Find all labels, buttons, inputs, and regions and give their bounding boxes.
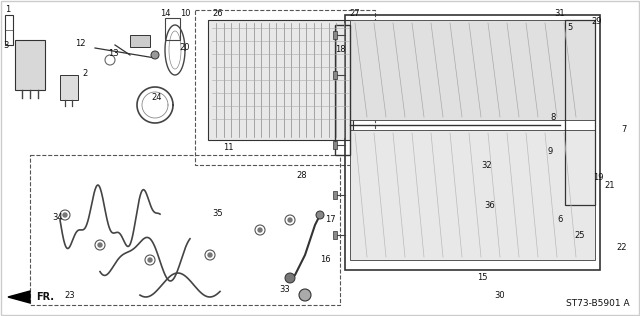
Bar	[333, 71, 337, 79]
Text: 36: 36	[484, 200, 495, 210]
Text: 32: 32	[482, 161, 492, 169]
Text: 28: 28	[297, 171, 307, 179]
Polygon shape	[8, 291, 30, 303]
Text: 15: 15	[477, 274, 487, 283]
Bar	[195, 10, 375, 165]
Circle shape	[316, 211, 324, 219]
Circle shape	[98, 243, 102, 247]
Bar	[345, 15, 600, 270]
Bar	[60, 75, 78, 100]
Text: 1: 1	[5, 5, 11, 15]
Text: 22: 22	[617, 244, 627, 252]
Text: 31: 31	[555, 9, 565, 17]
Text: 14: 14	[160, 9, 170, 19]
Bar	[350, 130, 595, 260]
Circle shape	[285, 273, 295, 283]
Circle shape	[148, 258, 152, 262]
Bar	[5, 15, 13, 45]
Text: 26: 26	[212, 9, 223, 19]
Text: 2: 2	[83, 69, 88, 77]
Text: 10: 10	[180, 9, 190, 19]
Text: 16: 16	[320, 256, 330, 264]
Text: 11: 11	[223, 143, 233, 153]
Bar	[350, 20, 595, 120]
Bar	[335, 25, 350, 155]
Bar	[130, 35, 150, 47]
Text: 18: 18	[335, 46, 346, 54]
Circle shape	[151, 51, 159, 59]
Bar	[208, 20, 353, 140]
Circle shape	[299, 289, 311, 301]
Circle shape	[208, 253, 212, 257]
Text: 33: 33	[280, 285, 291, 295]
Circle shape	[258, 228, 262, 232]
Text: 13: 13	[108, 50, 118, 58]
Circle shape	[63, 213, 67, 217]
Bar	[333, 231, 337, 239]
Text: 17: 17	[324, 216, 335, 224]
Bar	[333, 31, 337, 39]
Text: 7: 7	[621, 125, 627, 135]
Bar	[30, 155, 340, 305]
Text: 3: 3	[3, 40, 9, 50]
Text: 21: 21	[605, 180, 615, 190]
Text: 9: 9	[547, 148, 552, 156]
Bar	[333, 191, 337, 199]
Text: 6: 6	[557, 216, 563, 224]
Text: 29: 29	[592, 17, 602, 27]
Text: 30: 30	[495, 290, 506, 300]
Text: 24: 24	[152, 94, 163, 102]
Text: 27: 27	[349, 9, 360, 19]
Text: 12: 12	[75, 39, 85, 47]
Bar	[333, 141, 337, 149]
Text: 23: 23	[65, 290, 76, 300]
Text: FR.: FR.	[36, 292, 54, 302]
Bar	[565, 20, 595, 205]
Circle shape	[288, 218, 292, 222]
Text: 34: 34	[52, 214, 63, 222]
Bar	[165, 18, 180, 40]
Text: 35: 35	[212, 209, 223, 217]
Text: 19: 19	[593, 173, 604, 183]
Text: 25: 25	[575, 230, 585, 240]
Bar	[15, 40, 45, 90]
Text: 8: 8	[550, 113, 556, 123]
Text: 20: 20	[180, 44, 190, 52]
Text: ST73-B5901 A: ST73-B5901 A	[566, 299, 630, 308]
Text: 5: 5	[568, 23, 573, 33]
